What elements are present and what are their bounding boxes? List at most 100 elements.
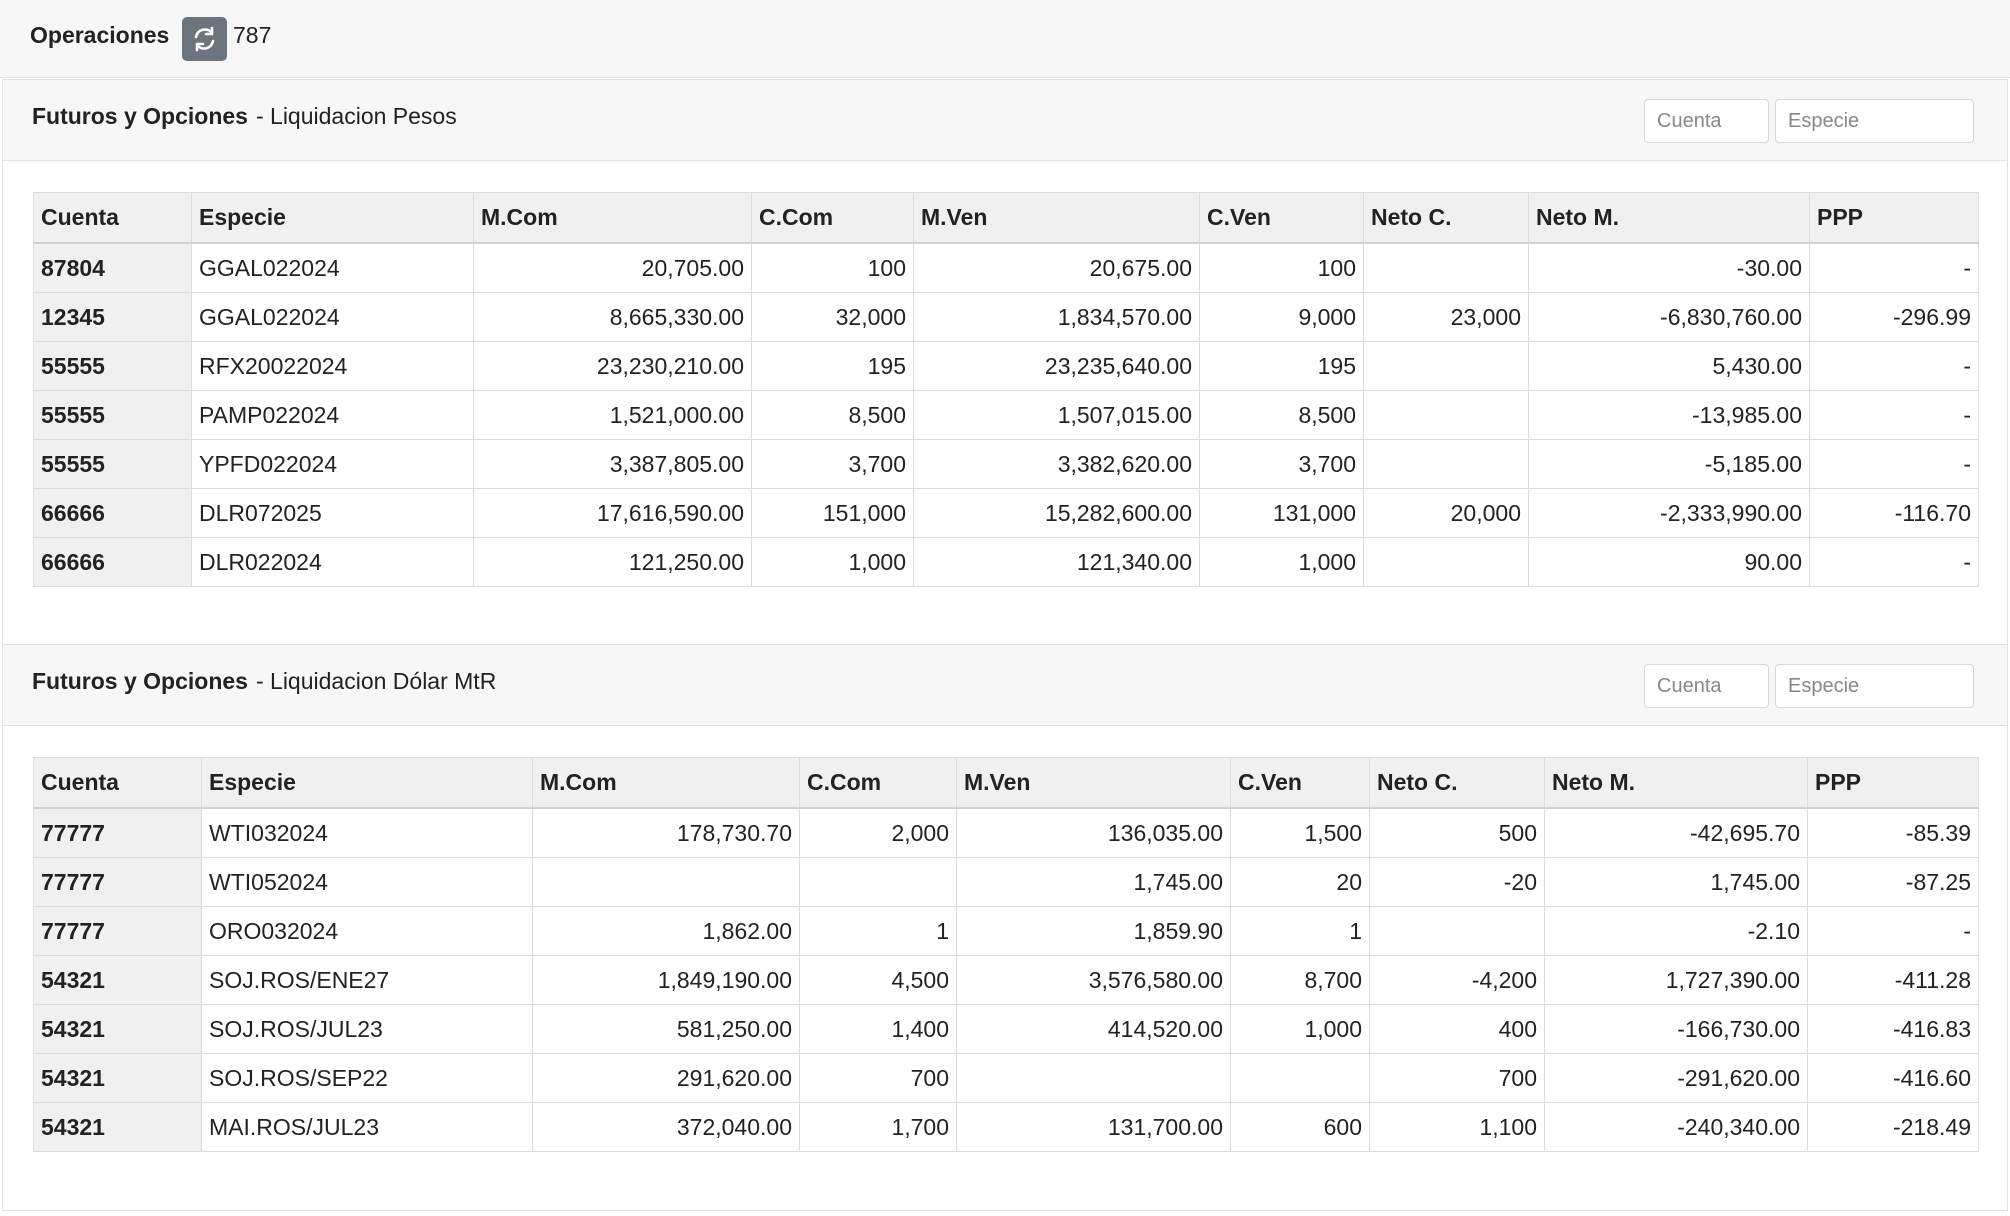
table-cell: 1,745.00 <box>1544 857 1808 907</box>
table-cell: 54321 <box>33 955 202 1005</box>
table-cell: MAI.ROS/JUL23 <box>201 1102 533 1152</box>
table-cell: 1,727,390.00 <box>1544 955 1808 1005</box>
column-header: PPP <box>1809 192 1979 244</box>
table-cell: 54321 <box>33 1053 202 1103</box>
refresh-button[interactable] <box>182 17 227 61</box>
table-cell: - <box>1809 242 1979 293</box>
column-header: M.Ven <box>956 757 1231 809</box>
table-row: 55555 PAMP022024 1,521,000.00 8,500 1,507,01… <box>33 390 1979 440</box>
table-cell: 23,230,210.00 <box>473 341 752 391</box>
column-header: Especie <box>201 757 533 809</box>
table-cell: 3,700 <box>751 439 914 489</box>
table-cell: -30.00 <box>1528 242 1810 293</box>
table-cell: 2,000 <box>799 807 957 858</box>
header-row: Cuenta Especie M.Com C.Com M.Ven C.Ven Neto C.… <box>33 757 1979 809</box>
table-cell: -4,200 <box>1369 955 1545 1005</box>
table-cell: 1,521,000.00 <box>473 390 752 440</box>
table-cell: SOJ.ROS/ENE27 <box>201 955 533 1005</box>
table-cell: 17,616,590.00 <box>473 488 752 538</box>
table-cell: 3,382,620.00 <box>913 439 1200 489</box>
table-cell: 20,000 <box>1363 488 1529 538</box>
table-cell: 414,520.00 <box>956 1004 1231 1054</box>
filter-input[interactable] <box>1775 664 1974 708</box>
top-bar: Operaciones 787 <box>0 0 2010 78</box>
table-cell <box>1230 1053 1370 1103</box>
table-cell: GGAL022024 <box>191 292 474 342</box>
table-cell: 20,705.00 <box>473 242 752 293</box>
table-cell: -291,620.00 <box>1544 1053 1808 1103</box>
table-cell: 66666 <box>33 537 192 587</box>
panel-title: Futuros y Opciones - Liquidacion Pesos <box>32 103 457 130</box>
table-cell: 700 <box>1369 1053 1545 1103</box>
table-cell: -416.83 <box>1807 1004 1979 1054</box>
table-cell: - <box>1807 906 1979 956</box>
table-cell: 8,500 <box>1199 390 1364 440</box>
table-cell <box>799 857 957 907</box>
table-cell: 55555 <box>33 439 192 489</box>
table-cell: 77777 <box>33 857 202 907</box>
filter-input[interactable] <box>1775 99 1974 143</box>
panel-header: Futuros y Opciones - Liquidacion Pesos <box>3 80 2007 161</box>
table-row: 66666 DLR072025 17,616,590.00 151,000 15,282… <box>33 488 1979 538</box>
table-cell: 1,000 <box>1230 1004 1370 1054</box>
column-header: C.Com <box>751 192 914 244</box>
table-row: 54321 SOJ.ROS/ENE27 1,849,190.00 4,500 3,576… <box>33 955 1979 1005</box>
column-header: Cuenta <box>33 757 202 809</box>
panel: Futuros y Opciones - Liquidacion Dólar Mt… <box>2 644 2008 1211</box>
table-cell: 121,340.00 <box>913 537 1200 587</box>
table-cell: -85.39 <box>1807 807 1979 858</box>
table-cell: 121,250.00 <box>473 537 752 587</box>
table-cell: - <box>1809 537 1979 587</box>
panel-subtitle: - Liquidacion Dólar MtR <box>255 668 497 694</box>
data-table: Cuenta Especie M.Com C.Com M.Ven C.Ven Neto C.… <box>33 192 1979 587</box>
column-header: Especie <box>191 192 474 244</box>
column-header: M.Ven <box>913 192 1200 244</box>
table-cell: -166,730.00 <box>1544 1004 1808 1054</box>
table-cell: 1,100 <box>1369 1102 1545 1152</box>
table-cell: 4,500 <box>799 955 957 1005</box>
table-cell: 195 <box>751 341 914 391</box>
table-cell: DLR022024 <box>191 537 474 587</box>
table-cell: 1,507,015.00 <box>913 390 1200 440</box>
table-cell <box>532 857 800 907</box>
column-header: C.Ven <box>1230 757 1370 809</box>
table-cell: 32,000 <box>751 292 914 342</box>
column-header: M.Com <box>532 757 800 809</box>
table-cell <box>1363 341 1529 391</box>
table-cell: - <box>1809 390 1979 440</box>
table-cell: 23,235,640.00 <box>913 341 1200 391</box>
table-row: 87804 GGAL022024 20,705.00 100 20,675.00 100-… <box>33 242 1979 293</box>
table-cell: 23,000 <box>1363 292 1529 342</box>
table-body: 87804 GGAL022024 20,705.00 100 20,675.00 100-… <box>33 242 1979 587</box>
table-cell: 3,700 <box>1199 439 1364 489</box>
table-cell: 5,430.00 <box>1528 341 1810 391</box>
table-cell: -296.99 <box>1809 292 1979 342</box>
table-cell: -116.70 <box>1809 488 1979 538</box>
table-cell: 700 <box>799 1053 957 1103</box>
table-cell: -2,333,990.00 <box>1528 488 1810 538</box>
table-cell: 400 <box>1369 1004 1545 1054</box>
table-row: 55555 RFX20022024 23,230,210.00 195 23,235,6… <box>33 341 1979 391</box>
table-row: 66666 DLR022024 121,250.00 1,000 121,340.00 1… <box>33 537 1979 587</box>
table-cell: 15,282,600.00 <box>913 488 1200 538</box>
column-header: Neto M. <box>1544 757 1808 809</box>
column-header: C.Ven <box>1199 192 1364 244</box>
table-cell: - <box>1809 341 1979 391</box>
filter-input[interactable] <box>1644 99 1769 143</box>
table-cell: -218.49 <box>1807 1102 1979 1152</box>
table-cell: 195 <box>1199 341 1364 391</box>
table-cell: 8,665,330.00 <box>473 292 752 342</box>
table-cell: 1 <box>1230 906 1370 956</box>
table-cell: ORO032024 <box>201 906 533 956</box>
table-cell: 1,859.90 <box>956 906 1231 956</box>
filter-input[interactable] <box>1644 664 1769 708</box>
header-row: Cuenta Especie M.Com C.Com M.Ven C.Ven Neto C.… <box>33 192 1979 244</box>
panel-title: Futuros y Opciones - Liquidacion Dólar Mt… <box>32 668 496 695</box>
page-title: Operaciones <box>30 22 170 48</box>
table-cell: 100 <box>751 242 914 293</box>
table-cell: 1,862.00 <box>532 906 800 956</box>
table-cell: 55555 <box>33 390 192 440</box>
table-cell: DLR072025 <box>191 488 474 538</box>
table-cell: 1,000 <box>1199 537 1364 587</box>
